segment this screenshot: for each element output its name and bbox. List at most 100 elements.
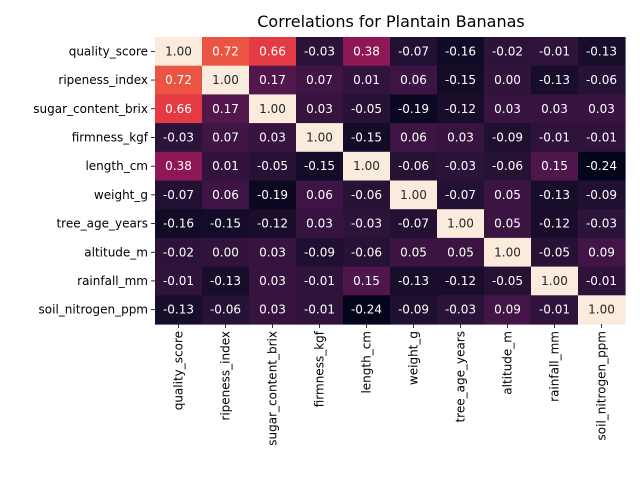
heatmap-cells: 1.00 0.72 0.66 -0.03 0.38 -0.07 -0.16 -0.02 -0.0…	[155, 37, 626, 325]
cell-value-label: 1.00	[165, 44, 192, 58]
cell-value-label: 0.66	[165, 102, 192, 116]
heatmap-cell	[484, 123, 532, 153]
x-tick-labels: quality_score ripeness_index sugar_content…	[172, 324, 609, 446]
heatmap-cell	[296, 266, 344, 296]
cell-value-label: -0.15	[210, 217, 241, 231]
heatmap-cell	[578, 94, 626, 124]
x-tick-label: ripeness_index	[219, 331, 233, 421]
cell-value-label: 1.00	[353, 159, 380, 173]
heatmap-cell	[249, 209, 297, 239]
cell-value-label: -0.13	[539, 188, 570, 202]
x-tick-label: altitude_m	[501, 331, 515, 395]
cell-value-label: 0.07	[212, 130, 239, 144]
heatmap-cell	[155, 209, 203, 239]
heatmap-cell	[249, 37, 297, 67]
heatmap-cell	[484, 94, 532, 124]
cell-value-label: 1.00	[588, 303, 615, 317]
cell-value-label: -0.12	[445, 102, 476, 116]
heatmap-cell	[202, 295, 250, 325]
cell-value-label: 0.05	[400, 245, 427, 259]
cell-value-label: 0.03	[541, 102, 568, 116]
cell-value-label: -0.05	[492, 274, 523, 288]
heatmap-cell	[531, 151, 579, 182]
cell-value-label: 0.72	[165, 73, 192, 87]
heatmap-cell	[390, 295, 438, 325]
cell-value-label: 0.01	[353, 73, 380, 87]
cell-value-label: -0.13	[586, 44, 617, 58]
cell-value-label: 0.03	[306, 102, 333, 116]
cell-value-label: -0.12	[445, 274, 476, 288]
cell-value-label: 0.03	[259, 303, 286, 317]
heatmap-cell	[437, 37, 485, 67]
heatmap-cell	[437, 123, 485, 153]
cell-value-label: -0.15	[304, 159, 335, 173]
heatmap-cell	[343, 94, 391, 124]
cell-value-label: -0.05	[351, 102, 382, 116]
heatmap-cell	[531, 94, 579, 124]
cell-value-label: -0.05	[539, 245, 570, 259]
heatmap-cell	[202, 209, 250, 239]
cell-value-label: -0.13	[163, 303, 194, 317]
x-tick-label: quality_score	[172, 331, 186, 410]
heatmap-cell	[578, 65, 626, 95]
cell-value-label: 0.38	[353, 44, 380, 58]
cell-value-label: 0.03	[447, 130, 474, 144]
heatmap-cell	[249, 151, 297, 182]
heatmap-cell	[249, 295, 297, 325]
heatmap-cell	[390, 65, 438, 95]
heatmap-cell	[390, 266, 438, 296]
heatmap-cell	[343, 37, 391, 67]
heatmap-cell	[437, 180, 485, 210]
heatmap-cell	[202, 151, 250, 182]
heatmap-cell	[578, 151, 626, 182]
cell-value-label: -0.02	[163, 245, 194, 259]
heatmap-cell	[202, 266, 250, 296]
heatmap-cell	[343, 295, 391, 325]
heatmap-cell	[531, 295, 579, 325]
heatmap-cell	[437, 65, 485, 95]
x-tick-label: sugar_content_brix	[266, 331, 280, 446]
heatmap-cell	[249, 65, 297, 95]
heatmap-cell	[531, 65, 579, 95]
cell-value-label: 0.09	[588, 245, 615, 259]
cell-value-label: 0.66	[259, 44, 286, 58]
heatmap-cell	[531, 37, 579, 67]
heatmap-cell	[437, 295, 485, 325]
heatmap-cell	[155, 65, 203, 95]
heatmap-cell	[484, 151, 532, 182]
heatmap-cell	[484, 37, 532, 67]
cell-value-label: -0.19	[257, 188, 288, 202]
heatmap-cell	[202, 65, 250, 95]
heatmap-cell	[296, 123, 344, 153]
heatmap-cell	[484, 209, 532, 239]
heatmap-cell	[437, 266, 485, 296]
cell-value-label: 1.00	[541, 274, 568, 288]
cell-value-label: -0.15	[351, 130, 382, 144]
heatmap-cell	[437, 94, 485, 124]
heatmap-cell	[343, 151, 391, 182]
cell-value-label: 0.38	[165, 159, 192, 173]
cell-value-label: 0.17	[259, 73, 286, 87]
cell-value-label: -0.13	[210, 274, 241, 288]
y-tick-label: length_cm	[85, 159, 148, 173]
heatmap-cell	[249, 180, 297, 210]
cell-value-label: 1.00	[212, 73, 239, 87]
heatmap-cell	[296, 209, 344, 239]
cell-value-label: -0.03	[163, 130, 194, 144]
cell-value-label: -0.13	[539, 73, 570, 87]
cell-value-label: -0.06	[210, 303, 241, 317]
heatmap-cell	[578, 237, 626, 268]
cell-value-label: 0.06	[400, 130, 427, 144]
heatmap-cell	[484, 65, 532, 95]
cell-value-label: -0.03	[445, 303, 476, 317]
heatmap-cell	[249, 94, 297, 124]
cell-value-label: -0.01	[586, 274, 617, 288]
heatmap-cell	[531, 266, 579, 296]
heatmap-cell	[202, 94, 250, 124]
heatmap-cell	[578, 209, 626, 239]
cell-value-label: 1.00	[306, 130, 333, 144]
y-tick-label: rainfall_mm	[77, 274, 148, 288]
cell-value-label: -0.09	[586, 188, 617, 202]
heatmap-cell	[296, 237, 344, 268]
